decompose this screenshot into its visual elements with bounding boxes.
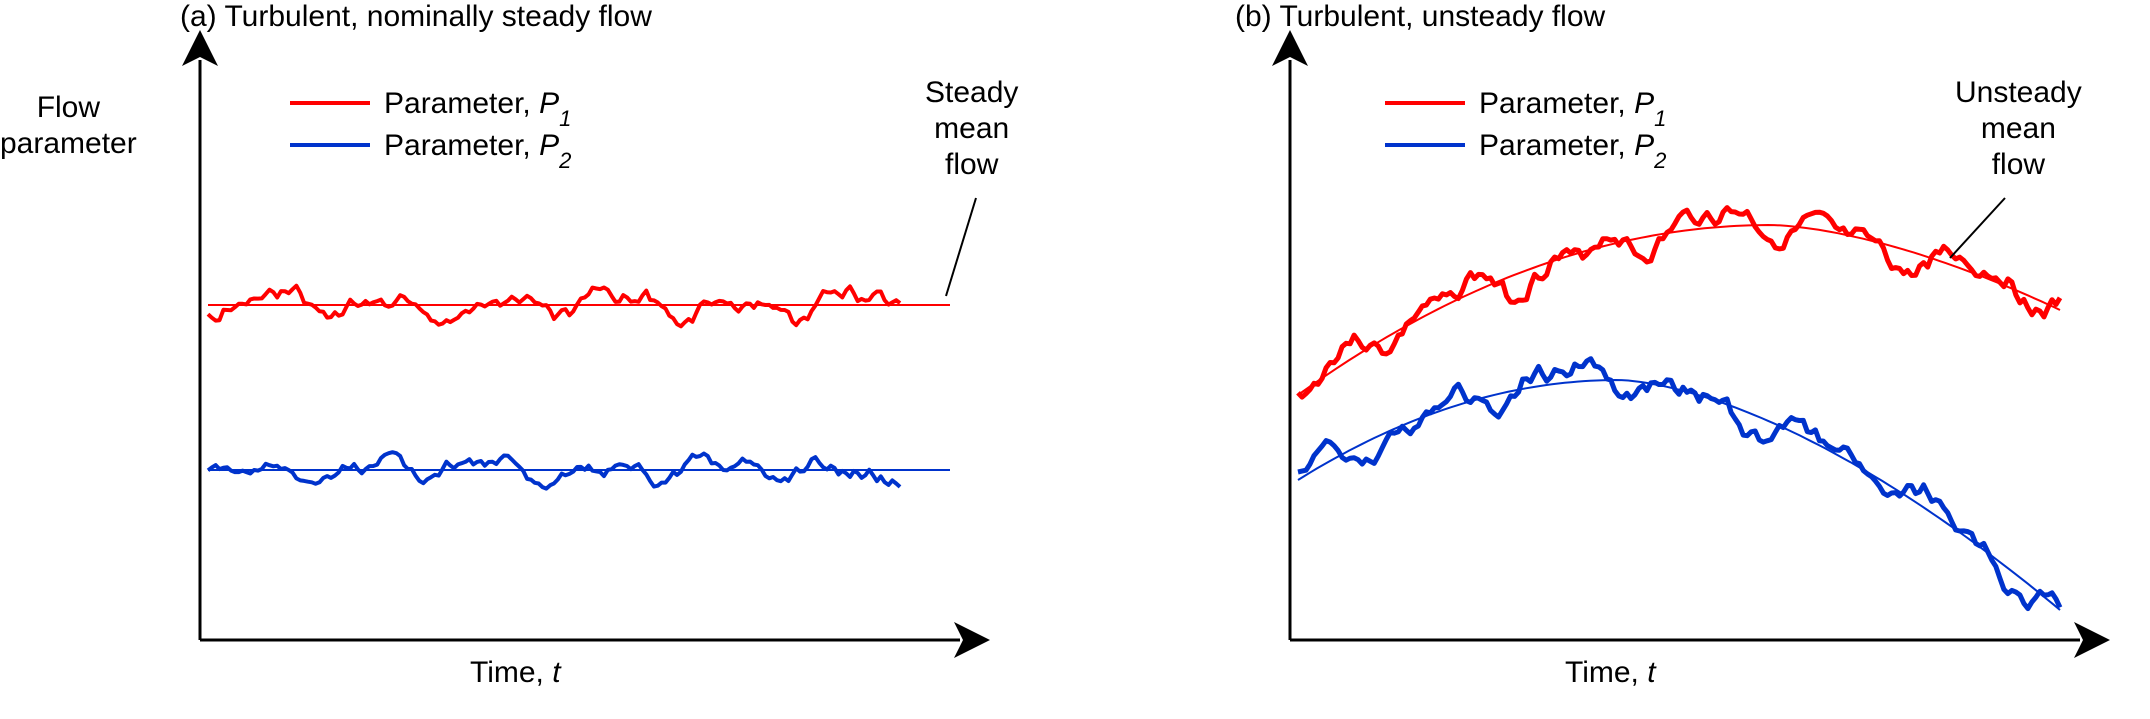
legend-label: Parameter, P1 [1479,87,1666,131]
panel-b-legend: Parameter, P1Parameter, P2 [1385,87,1666,173]
panel-a-legend: Parameter, P1Parameter, P2 [290,87,571,173]
turbulent-line-p2 [1298,359,2060,609]
annotation-leader [946,198,976,296]
mean-line-p2 [1298,380,2060,610]
figure-container: (a) Turbulent, nominally steady flow Flo… [0,0,2150,719]
legend-label: Parameter, P2 [1479,129,1666,173]
figure-svg: Parameter, P1Parameter, P2 Parameter, P1… [0,0,2150,719]
legend-label: Parameter, P2 [384,129,571,173]
legend-label: Parameter, P1 [384,87,571,131]
annotation-leader [1950,198,2005,258]
turbulent-line-p1 [1298,208,2060,398]
